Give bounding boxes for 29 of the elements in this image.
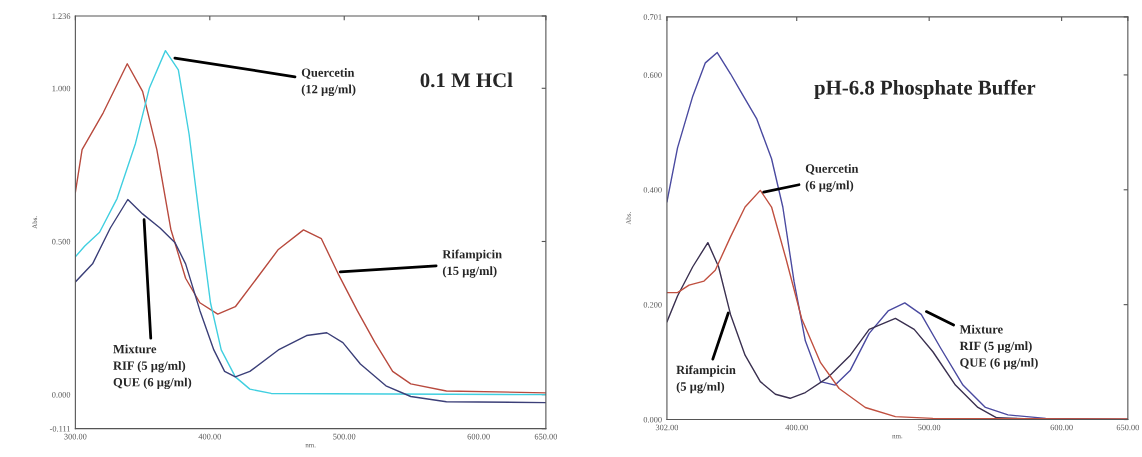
- text: 0.1 M HCl: [420, 72, 513, 88]
- y-tick-label: 1.000: [52, 85, 71, 92]
- y-tick-label: 0.500: [52, 238, 71, 245]
- annotation: Quercetin (12 µg/ml): [301, 68, 356, 97]
- y-tick-label: -0.111: [49, 426, 71, 432]
- y-tick-label: 0.400: [643, 187, 662, 193]
- x-tick-label: 500.00: [918, 424, 941, 431]
- annotation: Rifampicin (5 µg/ml): [676, 365, 736, 394]
- y-tick-label: 0.701: [643, 14, 662, 20]
- x-tick-label: 650.00: [1116, 424, 1139, 431]
- x-tick-label: 302.00: [655, 424, 679, 431]
- y-tick-label: 0.000: [643, 416, 662, 423]
- line-series: [75, 198, 546, 404]
- y-tick-label: 0.200: [643, 302, 662, 308]
- x-tick-label: 400.00: [198, 433, 221, 440]
- annotation: Mixture RIF (5 µg/ml) QUE (6 µg/ml): [113, 344, 192, 390]
- x-tick-label: 650.00: [534, 433, 558, 440]
- x-tick-label: 600.00: [467, 433, 490, 440]
- y-tick-label: 0.000: [52, 392, 71, 398]
- y-tick-label: 1.236: [52, 13, 71, 19]
- x-tick-label: 300.00: [64, 433, 87, 440]
- annotation: Mixture RIF (5 µg/ml) QUE (6 µg/ml): [959, 324, 1038, 370]
- x-tick-label: 400.00: [785, 424, 808, 431]
- y-tick-label: 0.600: [643, 72, 662, 78]
- text: pH-6.8 Phosphate Buffer: [814, 79, 1036, 99]
- x-tick-label: 600.00: [1050, 424, 1073, 431]
- annotation: Rifampicin (15 µg/ml): [442, 249, 502, 278]
- x-tick-label: 500.00: [333, 433, 356, 440]
- annotation: Quercetin (6 µg/ml): [805, 163, 859, 192]
